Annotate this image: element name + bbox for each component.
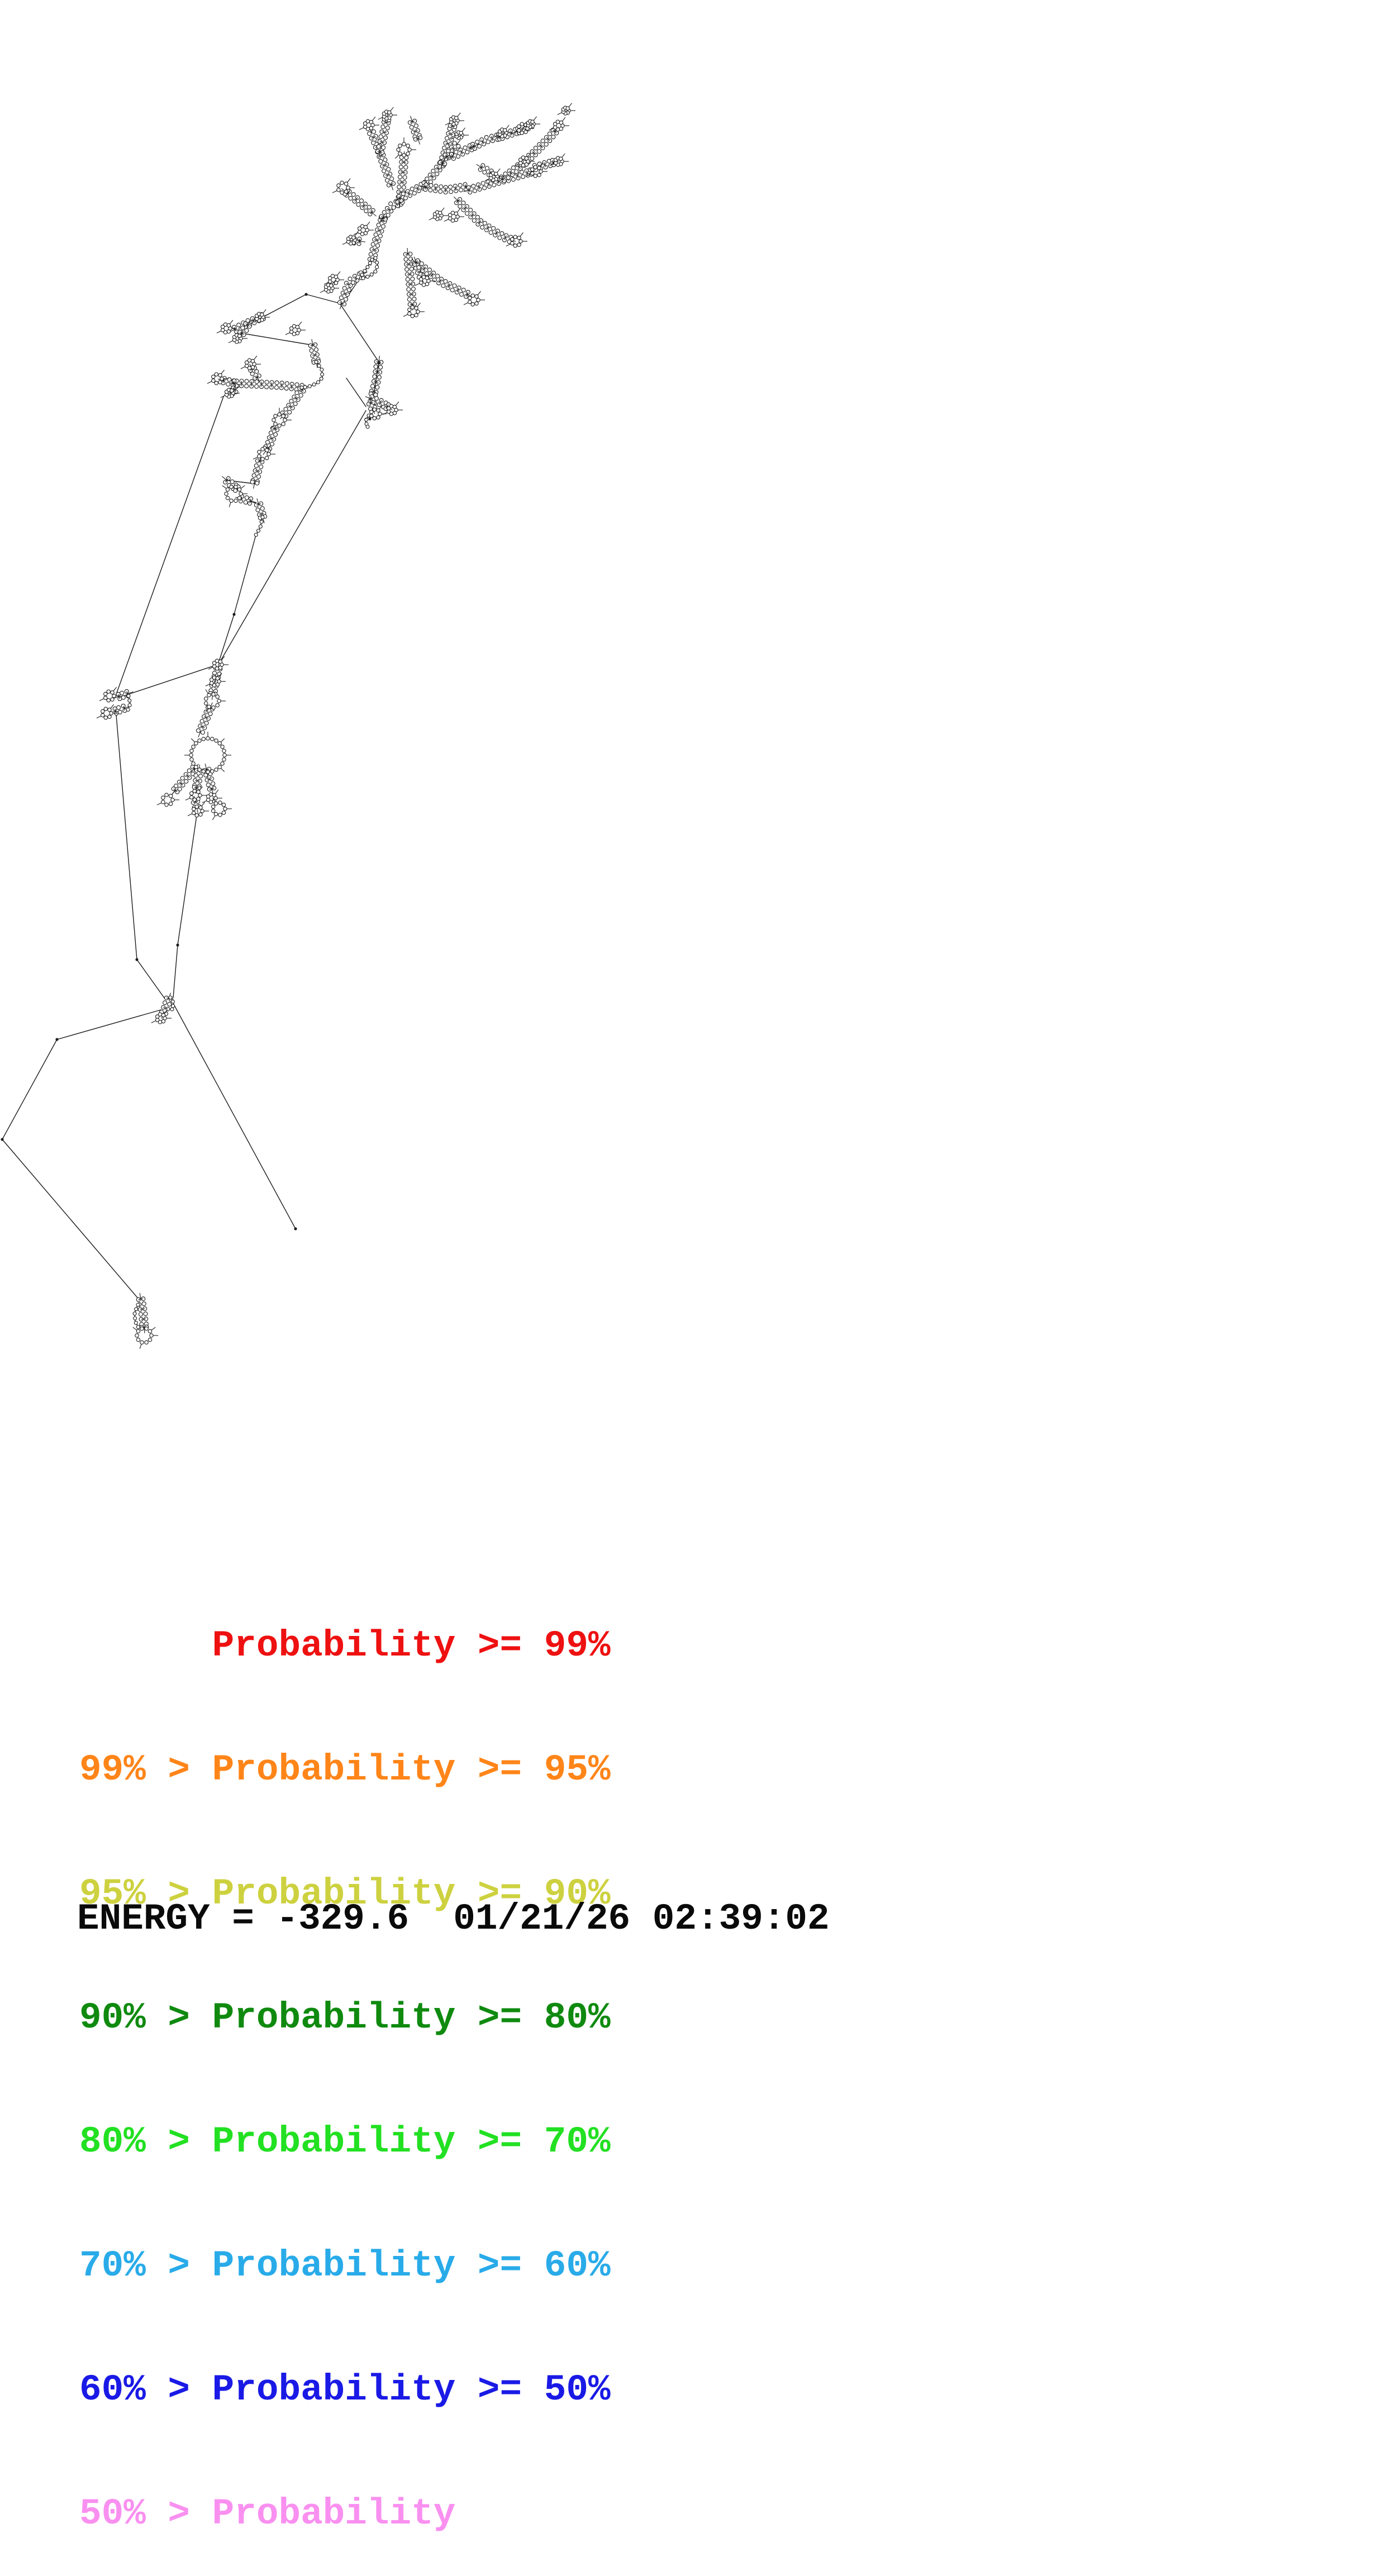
legend-row-70: 80% > Probability >= 70% [79,2121,611,2163]
legend-row-95: 99% > Probability >= 95% [79,1749,611,1791]
probability-legend: Probability >= 99% 99% > Probability >= … [79,1543,611,2576]
legend-row-below50: 50% > Probability [79,2493,611,2535]
legend-row-99: Probability >= 99% [79,1625,611,1667]
legend-row-80: 90% > Probability >= 80% [79,1997,611,2039]
legend-row-60: 70% > Probability >= 60% [79,2245,611,2287]
legend-row-50: 60% > Probability >= 50% [79,2369,611,2411]
rna-structure-drawing [1,103,575,1349]
rna-probability-plot-page: { "page": { "background": "#ffffff" }, "… [0,0,1385,1959]
energy-readout: ENERGY = -329.6 01/21/26 02:39:02 [77,1898,830,1940]
